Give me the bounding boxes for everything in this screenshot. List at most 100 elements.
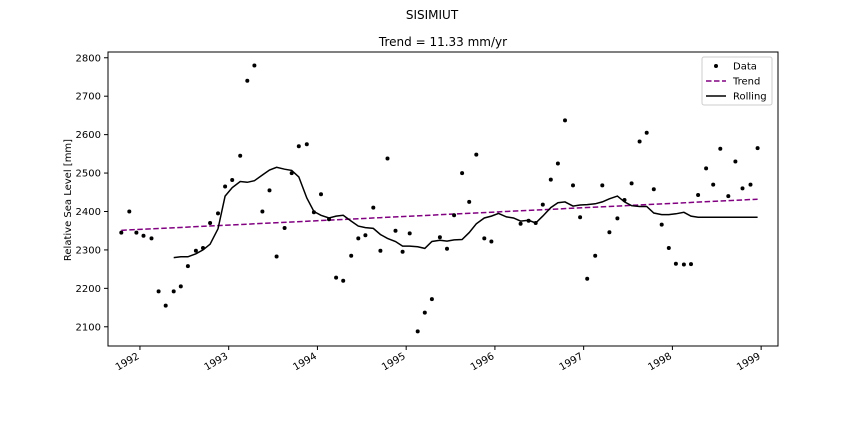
- y-tick-label: 2800: [76, 53, 101, 64]
- data-point: [149, 236, 154, 241]
- x-tick-label: 1996: [469, 351, 497, 373]
- x-tick-label: 1999: [735, 351, 763, 373]
- data-point: [230, 178, 235, 182]
- y-tick-label: 2600: [76, 130, 101, 141]
- data-point: [555, 161, 560, 166]
- y-axis-label: Relative Sea Level [mm]: [63, 139, 74, 261]
- data-point: [319, 192, 323, 197]
- data-point: [704, 166, 709, 171]
- chart-title: Trend = 11.33 mm/yr: [378, 35, 507, 49]
- data-point: [304, 142, 309, 147]
- data-point: [659, 222, 664, 227]
- data-point: [385, 156, 390, 161]
- data-point: [467, 199, 472, 204]
- trend-line: [121, 198, 758, 232]
- data-point: [356, 236, 361, 241]
- data-point: [637, 139, 642, 144]
- legend-rolling-label: Rolling: [733, 92, 767, 103]
- data-point: [607, 230, 612, 235]
- data-point: [289, 171, 294, 176]
- data-point: [518, 221, 523, 226]
- data-point: [393, 228, 398, 233]
- data-point: [696, 193, 701, 197]
- y-tick-label: 2500: [76, 169, 101, 180]
- data-point: [238, 153, 243, 158]
- data-point: [755, 146, 760, 151]
- data-point: [460, 171, 465, 176]
- data-point: [163, 303, 168, 308]
- data-point: [689, 262, 693, 267]
- data-point: [178, 284, 183, 289]
- legend-box: [701, 56, 773, 106]
- data-point: [711, 182, 716, 187]
- axes-frame: [107, 51, 779, 347]
- data-point: [452, 213, 457, 218]
- plot-area: 2100 2200 2300 2400 2500 2600 2700 2800 1992 1993…: [76, 51, 779, 373]
- data-point: [134, 230, 139, 235]
- data-point: [615, 216, 620, 221]
- data-point: [371, 205, 376, 210]
- data-point: [651, 187, 656, 192]
- x-tick-label: 1998: [646, 351, 674, 373]
- data-point: [489, 239, 494, 244]
- data-point: [445, 246, 449, 251]
- data-point: [245, 78, 250, 83]
- data-point: [482, 236, 487, 241]
- rolling-line: [173, 166, 758, 259]
- data-point: [185, 264, 190, 269]
- x-tick-label: 1993: [203, 351, 231, 373]
- data-point: [296, 144, 301, 149]
- data-point: [571, 183, 575, 188]
- data-point: [533, 221, 538, 225]
- x-tick-label: 1994: [291, 351, 319, 373]
- data-point: [119, 230, 124, 235]
- data-point: [193, 248, 198, 253]
- data-point: [201, 246, 205, 250]
- data-point: [437, 235, 442, 240]
- y-tick-label: 2200: [76, 284, 101, 295]
- data-point: [349, 253, 354, 258]
- data-point: [422, 310, 427, 315]
- data-point: [673, 261, 678, 266]
- data-point: [622, 198, 627, 202]
- y-tick-label: 2400: [76, 207, 101, 218]
- data-point: [363, 233, 368, 238]
- data-point: [334, 275, 339, 280]
- data-point: [141, 233, 146, 238]
- data-point: [578, 215, 583, 220]
- data-point: [260, 209, 265, 214]
- y-tick-label: 2100: [76, 322, 101, 333]
- data-point: [563, 118, 567, 123]
- x-tick-label: 1995: [380, 351, 408, 373]
- data-point: [156, 289, 161, 294]
- data-point: [208, 221, 213, 225]
- legend-trend-label: Trend: [732, 77, 760, 88]
- x-tick-label: 1997: [558, 351, 586, 373]
- data-point: [629, 181, 634, 186]
- data-point: [282, 226, 287, 230]
- data-point: [644, 130, 649, 135]
- data-point: [216, 211, 220, 216]
- data-point: [327, 217, 331, 222]
- data-point: [548, 177, 553, 182]
- data-point: [407, 231, 412, 236]
- legend-data-marker: [714, 64, 718, 68]
- data-point: [681, 262, 686, 267]
- data-point: [274, 254, 279, 259]
- data-point: [223, 184, 228, 189]
- data-point: [718, 146, 723, 151]
- x-tick-label: 1992: [114, 351, 142, 373]
- data-point: [740, 186, 745, 191]
- data-point: [593, 253, 598, 258]
- figure-suptitle: SISIMIUT: [406, 8, 459, 22]
- data-point: [311, 210, 316, 215]
- data-point: [267, 188, 272, 193]
- data-point: [474, 152, 479, 157]
- data-point: [127, 209, 132, 214]
- data-point: [341, 278, 346, 283]
- legend-data-label: Data: [733, 62, 757, 73]
- data-point: [378, 248, 383, 253]
- data-point: [400, 249, 405, 254]
